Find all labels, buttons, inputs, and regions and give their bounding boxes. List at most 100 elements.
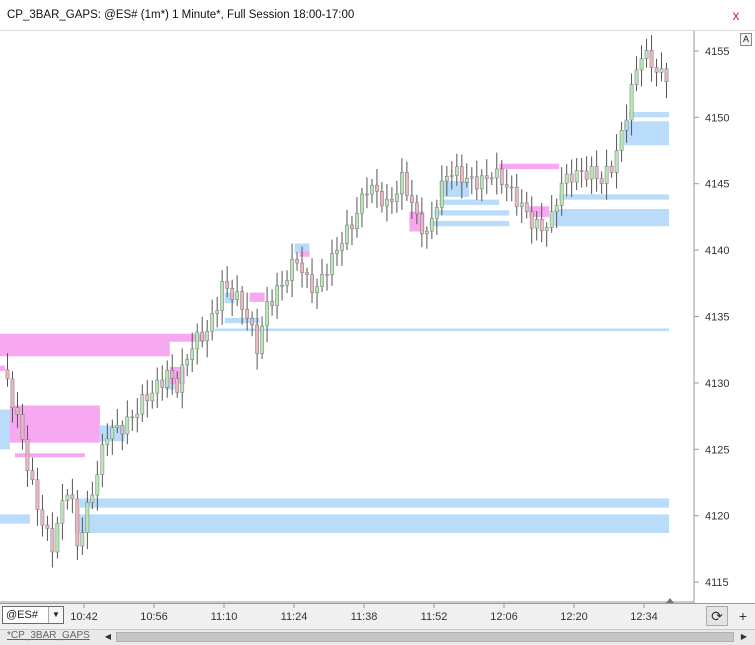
up-candle [544,227,549,232]
price-tick-label: 4135 [705,312,729,324]
up-candle [534,219,539,229]
up-candle [624,119,629,131]
scroll-left-icon[interactable]: ◀ [104,632,112,641]
up-candle [494,168,499,179]
down-candle [420,213,424,235]
up-candle [395,193,399,202]
up-candle [559,182,564,206]
down-candle [5,369,10,380]
gap-zones [0,112,669,533]
up-candle [135,413,140,418]
up-candle [355,212,359,229]
up-candle [434,207,439,219]
down-candle [230,288,235,300]
down-candle [390,198,394,202]
up-candle [370,184,374,195]
down-candle [325,274,329,276]
up-candle [150,392,155,402]
up-candle [290,259,294,281]
time-tick-label: 12:34 [630,611,658,623]
down-candle [415,202,419,215]
symbol-value: @ES# [6,609,38,621]
up-candle [479,175,484,190]
up-candle [60,500,65,524]
time-axis-bar: 10:42 10:56 11:10 11:24 11:38 11:52 12:06 12:20… [0,603,755,629]
up-candle [55,522,60,553]
down-candle [375,184,379,192]
down-candle [609,165,614,173]
down-candle [15,407,20,415]
down-candle [569,173,574,183]
time-tick-label: 12:20 [560,611,588,623]
down-candle [524,202,529,213]
up-candle [519,202,524,207]
time-tick-label: 11:52 [421,611,448,623]
up-candle [469,176,474,179]
bearish-gap-zone [299,251,310,257]
bullish-gap-zone [429,220,510,227]
up-candle [320,274,324,287]
up-candle [260,325,264,354]
up-candle [554,205,559,212]
up-candle [115,425,120,429]
down-candle [504,184,509,188]
up-candle [464,177,469,183]
down-candle [584,170,589,180]
down-candle [40,509,45,526]
up-candle [285,280,289,286]
up-candle [190,348,195,360]
down-candle [365,193,369,196]
down-candle [579,170,584,172]
up-candle [280,285,284,287]
down-candle [474,176,479,190]
add-chart-button[interactable]: + [738,608,748,624]
up-candle [340,243,344,251]
auto-scale-button[interactable]: A [740,33,752,46]
time-tick-label: 11:38 [351,611,378,623]
up-candle [235,291,239,300]
down-candle [10,378,15,408]
close-button[interactable]: x [732,7,740,23]
up-candle [265,301,269,327]
down-candle [170,370,175,379]
up-candle [165,370,170,388]
time-axis[interactable]: 10:42 10:56 11:10 11:24 11:38 11:52 12:06 12:20… [0,604,700,630]
price-axis[interactable]: 4115 4120 4125 4130 4135 4140 4145 4150 4155 [694,46,729,589]
price-tick-label: 4150 [705,112,729,124]
up-candle [360,193,364,214]
price-tick-label: 4155 [705,46,729,58]
down-candle [145,394,150,402]
chevron-down-icon[interactable]: ▼ [48,607,63,623]
price-tick-label: 4125 [705,444,729,456]
up-candle [195,331,200,350]
refresh-icon[interactable]: ⟳ [706,606,728,626]
up-candle [220,281,225,311]
down-candle [175,378,180,393]
bearish-gap-zone [529,206,550,217]
down-candle [599,178,604,184]
price-chart[interactable]: 4115 4120 4125 4130 4135 4140 4145 4150 4155 [0,31,755,603]
down-candle [130,416,135,419]
up-candle [614,150,619,173]
bullish-gap-zone [434,210,510,216]
up-candle [155,379,160,394]
down-candle [25,439,30,471]
bullish-gap-zone [0,409,10,450]
up-candle [335,250,339,254]
down-candle [405,172,409,196]
bearish-gap-zone [0,365,5,371]
up-candle [634,69,639,85]
symbol-select[interactable]: @ES# ▼ [2,606,64,624]
down-candle [295,259,299,264]
time-tick-label: 12:06 [490,611,518,623]
title-divider [0,30,755,31]
up-candle [659,68,664,73]
time-tick-label: 10:56 [140,611,168,623]
up-candle [205,331,210,342]
up-candle [589,166,594,180]
bearish-gap-zone [249,292,265,302]
scroll-right-icon[interactable]: ▶ [740,632,748,641]
tab-cp-3bar-gaps[interactable]: *CP_3BAR_GAPS [7,630,90,641]
up-candle [604,165,609,184]
horizontal-scrollbar[interactable] [116,632,734,642]
